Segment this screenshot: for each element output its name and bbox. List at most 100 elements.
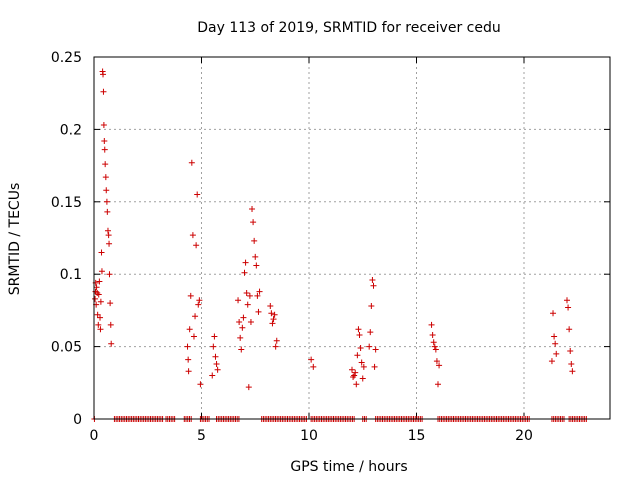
data-point — [252, 253, 259, 260]
data-point — [372, 346, 379, 353]
plot-frame — [93, 56, 611, 420]
data-point — [107, 300, 114, 307]
y-tick-label: 0.1 — [60, 267, 82, 283]
data-point — [368, 303, 375, 310]
data-point — [250, 219, 257, 226]
data-point — [102, 161, 109, 168]
data-point — [432, 346, 439, 353]
data-point — [102, 174, 109, 181]
data-point — [366, 343, 373, 350]
data-point — [360, 363, 367, 370]
data-point — [565, 304, 572, 311]
data-points — [91, 68, 590, 422]
x-tick-label: 15 — [408, 428, 426, 444]
data-point — [352, 369, 359, 376]
data-point — [551, 333, 558, 340]
data-point — [98, 268, 105, 275]
data-point — [92, 295, 99, 302]
y-tick-label: 0.25 — [51, 50, 82, 66]
y-tick-label: 0.15 — [51, 195, 82, 211]
data-point — [106, 271, 113, 278]
data-point — [95, 291, 102, 298]
data-point — [350, 374, 357, 381]
x-tick-label: 0 — [90, 428, 99, 444]
data-point — [214, 366, 221, 373]
data-point — [353, 381, 360, 388]
data-point — [97, 326, 104, 333]
x-axis-label: GPS time / hours — [290, 459, 407, 475]
data-point — [97, 314, 104, 321]
data-point — [436, 362, 443, 369]
data-point — [569, 368, 576, 375]
data-point — [251, 237, 258, 244]
data-point — [237, 334, 244, 341]
data-point — [359, 375, 366, 382]
data-point — [101, 146, 108, 153]
grid — [94, 57, 610, 419]
data-point — [101, 137, 108, 144]
data-point — [568, 360, 575, 367]
data-point — [253, 262, 260, 269]
data-point — [244, 301, 251, 308]
data-point — [213, 360, 220, 367]
data-point — [369, 276, 376, 283]
data-point — [193, 242, 200, 249]
data-point — [552, 340, 559, 347]
data-point — [209, 372, 216, 379]
data-point — [371, 363, 378, 370]
x-tick-label: 10 — [300, 428, 318, 444]
data-point — [238, 346, 245, 353]
data-point — [108, 340, 115, 347]
data-point — [247, 318, 254, 325]
data-point — [210, 343, 217, 350]
x-tick-label: 20 — [515, 428, 533, 444]
data-point — [103, 187, 110, 194]
data-point — [240, 314, 247, 321]
data-point — [550, 310, 557, 317]
data-point — [100, 88, 107, 95]
data-point — [428, 321, 435, 328]
data-point — [254, 292, 261, 299]
data-point — [187, 292, 194, 299]
data-point — [433, 358, 440, 365]
data-point — [242, 259, 249, 266]
data-point — [355, 326, 362, 333]
data-point — [356, 332, 363, 339]
data-point — [358, 359, 365, 366]
data-point — [354, 352, 361, 359]
data-point — [95, 321, 102, 328]
chart-title: Day 113 of 2019, SRMTID for receiver ced… — [197, 20, 500, 36]
data-point — [270, 316, 277, 323]
data-point — [241, 269, 248, 276]
data-point — [184, 343, 191, 350]
data-point — [235, 297, 242, 304]
data-point — [430, 339, 437, 346]
data-point — [548, 358, 555, 365]
data-point — [351, 372, 358, 379]
data-point — [106, 240, 113, 247]
data-point — [239, 324, 246, 331]
data-point — [100, 122, 107, 129]
data-point — [104, 208, 111, 215]
data-point — [190, 333, 197, 340]
data-point — [236, 318, 243, 325]
data-point — [308, 356, 315, 363]
data-point — [211, 333, 218, 340]
data-point — [256, 288, 263, 295]
y-axis-label: SRMTID / TECUs — [7, 183, 23, 296]
data-point — [197, 381, 204, 388]
axis-ticks: 0 5 10 15 20 0 0.05 0.1 0.15 0.2 0.25 — [51, 50, 610, 444]
y-tick-label: 0.2 — [60, 122, 82, 138]
data-point — [564, 297, 570, 304]
data-point — [189, 232, 196, 239]
data-point — [103, 198, 110, 205]
data-point — [357, 345, 364, 352]
data-point — [566, 326, 573, 333]
data-point — [431, 343, 438, 350]
data-point — [212, 353, 219, 360]
data-point — [429, 332, 436, 339]
data-point — [107, 321, 114, 328]
data-point — [186, 326, 193, 333]
data-point — [273, 337, 280, 344]
